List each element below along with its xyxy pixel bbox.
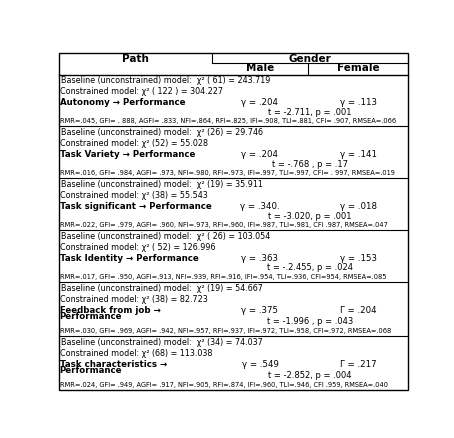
Text: Male: Male (246, 63, 274, 73)
Text: Constrained model: χ² (68) = 113.038: Constrained model: χ² (68) = 113.038 (59, 349, 212, 358)
Text: t = -3.020, p = .001: t = -3.020, p = .001 (268, 212, 351, 220)
Text: RMR=.017, GFI= .950, AGFI=.913, NFI=.939, RFI=.916, IFI=.954, TLI=.936, CFI=954,: RMR=.017, GFI= .950, AGFI=.913, NFI=.939… (59, 274, 386, 280)
Text: t = -.768 , p = .17: t = -.768 , p = .17 (272, 159, 348, 169)
Text: γ = .549: γ = .549 (242, 360, 278, 369)
Text: RMR=.030, GFI= .969, AGFI= .942, NFI=.957, RFI=.937, IFI=.972, TLI=.958, CFI=.97: RMR=.030, GFI= .969, AGFI= .942, NFI=.95… (59, 328, 391, 334)
Text: Autonomy → Performance: Autonomy → Performance (59, 98, 185, 107)
Text: Constrained model: χ² ( 122 ) = 304.227: Constrained model: χ² ( 122 ) = 304.227 (59, 87, 222, 96)
Text: RMR=.016, GFI= .984, AGFI= .973, NFI=.980, RFI=.973, IFI=.997, TLI=.997, CFI= . : RMR=.016, GFI= .984, AGFI= .973, NFI=.98… (59, 170, 395, 176)
Text: Task Variety → Performance: Task Variety → Performance (59, 150, 195, 159)
Text: γ = .141: γ = .141 (340, 150, 377, 159)
Text: Baseline (unconstrained) model:  χ² ( 26) = 103.054: Baseline (unconstrained) model: χ² ( 26)… (61, 232, 271, 240)
Text: Constrained model: χ² (38) = 82.723: Constrained model: χ² (38) = 82.723 (59, 294, 207, 304)
Text: Γ = .217: Γ = .217 (340, 360, 376, 369)
Text: Performance: Performance (59, 366, 122, 375)
Text: t = -1.996 , p = .043: t = -1.996 , p = .043 (266, 317, 353, 326)
Text: Path: Path (122, 54, 148, 64)
Text: RMR=.022, GFI= .979, AGFI= .960, NFI=.973, RFI=.960, IFI=.987, TLI=.981, CFI .98: RMR=.022, GFI= .979, AGFI= .960, NFI=.97… (59, 222, 387, 228)
Text: t = -2.711, p = .001: t = -2.711, p = .001 (268, 108, 351, 117)
Text: Baseline (unconstrained) model:  χ² (19) = 54.667: Baseline (unconstrained) model: χ² (19) … (61, 283, 263, 293)
Text: Baseline (unconstrained) model:  χ² (19) = 35.911: Baseline (unconstrained) model: χ² (19) … (61, 180, 263, 189)
Text: Gender: Gender (288, 54, 331, 64)
Text: Baseline (unconstrained) model:  χ² (34) = 74.037: Baseline (unconstrained) model: χ² (34) … (61, 338, 263, 347)
Text: γ = .113: γ = .113 (340, 98, 377, 107)
Text: Task Identity → Performance: Task Identity → Performance (59, 254, 198, 262)
Text: γ = .204: γ = .204 (242, 98, 278, 107)
Text: t = -.2.455, p = .024: t = -.2.455, p = .024 (267, 264, 353, 272)
Text: Baseline (unconstrained) model:  χ² (26) = 29.746: Baseline (unconstrained) model: χ² (26) … (61, 127, 263, 137)
Text: RMR=.024, GFI= .949, AGFI= .917, NFI=.905, RFI=.874, IFI=.960, TLI=.946, CFI .95: RMR=.024, GFI= .949, AGFI= .917, NFI=.90… (59, 382, 388, 389)
Text: Task characteristics →: Task characteristics → (59, 360, 167, 369)
Text: γ = .204: γ = .204 (242, 150, 278, 159)
Text: Γ = .204: Γ = .204 (340, 306, 376, 314)
Text: γ = .375: γ = .375 (242, 306, 278, 314)
Text: Constrained model: χ² ( 52) = 126.996: Constrained model: χ² ( 52) = 126.996 (59, 243, 215, 251)
Text: Constrained model: χ² (38) = 55.543: Constrained model: χ² (38) = 55.543 (59, 191, 207, 200)
Text: γ = .340.: γ = .340. (240, 201, 280, 211)
Text: Constrained model: χ² (52) = 55.028: Constrained model: χ² (52) = 55.028 (59, 139, 207, 148)
Text: RMR=.045, GFI= . 888, AGFI= .833, NFI=.864, RFI=.825, IFI=.908, TLI=.881, CFI= .: RMR=.045, GFI= . 888, AGFI= .833, NFI=.8… (59, 118, 396, 124)
Text: Task significant → Performance: Task significant → Performance (59, 201, 211, 211)
Text: γ = .018: γ = .018 (340, 201, 377, 211)
Text: γ = .153: γ = .153 (340, 254, 377, 262)
Text: Baseline (unconstrained) model:  χ² ( 61) = 243.719: Baseline (unconstrained) model: χ² ( 61)… (61, 76, 271, 85)
Text: Feedback from job →: Feedback from job → (59, 306, 160, 314)
Text: Female: Female (337, 63, 380, 73)
Text: t = -2.852, p = .004: t = -2.852, p = .004 (268, 371, 351, 380)
Text: Performance: Performance (59, 311, 122, 321)
Text: γ = .363: γ = .363 (242, 254, 278, 262)
